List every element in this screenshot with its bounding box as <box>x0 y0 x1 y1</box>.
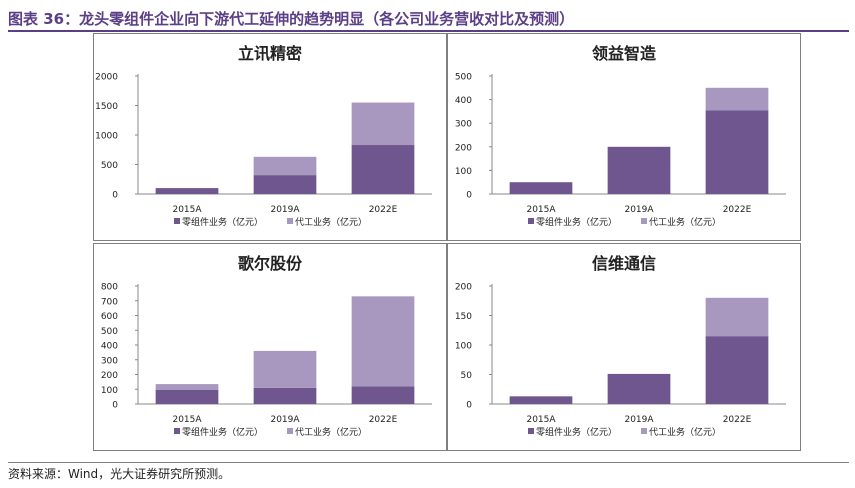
y-tick-label: 150 <box>455 312 472 322</box>
figure-title: 图表 36：龙头零组件企业向下游代工延伸的趋势明显（各公司业务营收对比及预测） <box>8 10 575 28</box>
x-tick-label: 2022E <box>723 415 752 425</box>
bottom-rule <box>8 462 849 463</box>
bar-segment-oem <box>705 297 769 337</box>
legend-swatch <box>174 428 180 434</box>
y-tick-label: 700 <box>101 297 118 307</box>
chart-panel-sunway: 信维通信 0 50 100 150 200 2015A 2019A 2022E 零组件业务（亿元）… <box>447 243 801 451</box>
legend-label: 零组件业务（亿元） <box>536 426 617 438</box>
bar-segment-oem <box>351 296 415 387</box>
y-tick-label: 500 <box>101 161 118 171</box>
title-rule <box>8 30 849 32</box>
source-note: 资料来源：Wind，光大证券研究所预测。 <box>8 467 231 481</box>
x-tick-label: 2019A <box>270 205 300 215</box>
legend-swatch <box>641 428 647 434</box>
bar-segment-oem <box>155 384 219 390</box>
x-tick-label: 2015A <box>526 205 556 215</box>
x-tick-label: 2022E <box>369 415 398 425</box>
legend-label: 代工业务（亿元） <box>649 216 721 228</box>
legend-swatch <box>641 218 647 224</box>
x-tick-label: 2019A <box>624 415 654 425</box>
bar-segment-oem <box>253 156 317 176</box>
legend-swatch <box>528 428 534 434</box>
bar-segment-oem <box>705 87 769 111</box>
bar-segment-component <box>253 175 317 194</box>
bar-segment-component <box>351 386 415 404</box>
x-tick-label: 2022E <box>369 205 398 215</box>
bar-segment-oem <box>253 350 317 388</box>
bar-segment-component <box>351 145 415 194</box>
y-tick-label: 100 <box>455 342 472 352</box>
x-tick-label: 2019A <box>624 205 654 215</box>
y-tick-label: 1500 <box>95 102 118 112</box>
chart-sunway: 信维通信 0 50 100 150 200 2015A 2019A 2022E 零组件业务（亿元）… <box>455 254 786 438</box>
bar-segment-component <box>705 110 769 194</box>
x-tick-label: 2015A <box>172 205 202 215</box>
x-tick-label: 2019A <box>270 415 300 425</box>
chart-panel-lingyi: 领益智造 0 100 200 300 400 500 2015A 2019A 2022E 零组件业务… <box>447 33 801 241</box>
chart-title: 立讯精密 <box>238 44 302 63</box>
bar-segment-component <box>509 182 573 194</box>
legend-label: 代工业务（亿元） <box>649 426 721 438</box>
legend-label: 代工业务（亿元） <box>295 426 367 438</box>
y-tick-label: 0 <box>112 401 118 411</box>
y-tick-label: 0 <box>466 401 472 411</box>
legend-label: 零组件业务（亿元） <box>182 216 263 228</box>
x-tick-label: 2015A <box>172 415 202 425</box>
y-tick-label: 200 <box>455 143 472 153</box>
chart-title: 歌尔股份 <box>238 254 303 273</box>
y-tick-label: 500 <box>101 327 118 337</box>
chart-title: 领益智造 <box>592 44 657 63</box>
y-tick-label: 400 <box>455 96 472 106</box>
legend-swatch <box>287 218 293 224</box>
y-tick-label: 50 <box>461 371 473 381</box>
bar-segment-component <box>253 387 317 404</box>
chart-lingyi: 领益智造 0 100 200 300 400 500 2015A 2019A 2022E 零组件业务… <box>455 44 786 228</box>
legend-swatch <box>174 218 180 224</box>
chart-goertek: 歌尔股份 0 100 200 300 400 500 600 700 800 2015A 2019A 2… <box>101 254 432 438</box>
y-tick-label: 100 <box>101 386 118 396</box>
y-tick-label: 1000 <box>95 132 118 142</box>
y-tick-label: 100 <box>455 167 472 177</box>
legend-label: 零组件业务（亿元） <box>182 426 263 438</box>
chart-luxshare: 立讯精密 0 500 1000 1500 2000 2015A 2019A 2022E 零组件业务… <box>95 44 432 228</box>
y-tick-label: 300 <box>455 120 472 130</box>
bar-segment-component <box>155 188 219 194</box>
y-tick-label: 800 <box>101 283 118 293</box>
y-tick-label: 0 <box>112 191 118 201</box>
legend-label: 零组件业务（亿元） <box>536 216 617 228</box>
legend-label: 代工业务（亿元） <box>295 216 367 228</box>
y-tick-label: 0 <box>466 191 472 201</box>
x-tick-label: 2015A <box>526 415 556 425</box>
legend-swatch <box>287 428 293 434</box>
y-tick-label: 2000 <box>95 73 118 83</box>
y-tick-label: 200 <box>455 283 472 293</box>
bar-segment-component <box>607 146 671 194</box>
y-tick-label: 500 <box>455 73 472 83</box>
chart-title: 信维通信 <box>592 254 656 273</box>
y-tick-label: 400 <box>101 342 118 352</box>
bar-segment-component <box>509 396 573 404</box>
y-tick-label: 600 <box>101 312 118 322</box>
legend-swatch <box>528 218 534 224</box>
y-tick-label: 200 <box>101 371 118 381</box>
chart-panel-luxshare: 立讯精密 0 500 1000 1500 2000 2015A 2019A 2022E 零组件业务… <box>93 33 447 241</box>
x-tick-label: 2022E <box>723 205 752 215</box>
bar-segment-component <box>155 389 219 404</box>
bar-segment-component <box>607 373 671 404</box>
chart-panel-goertek: 歌尔股份 0 100 200 300 400 500 600 700 800 2015A 2019A 2… <box>93 243 447 451</box>
y-tick-label: 300 <box>101 356 118 366</box>
bar-segment-oem <box>351 102 415 146</box>
bar-segment-component <box>705 336 769 404</box>
